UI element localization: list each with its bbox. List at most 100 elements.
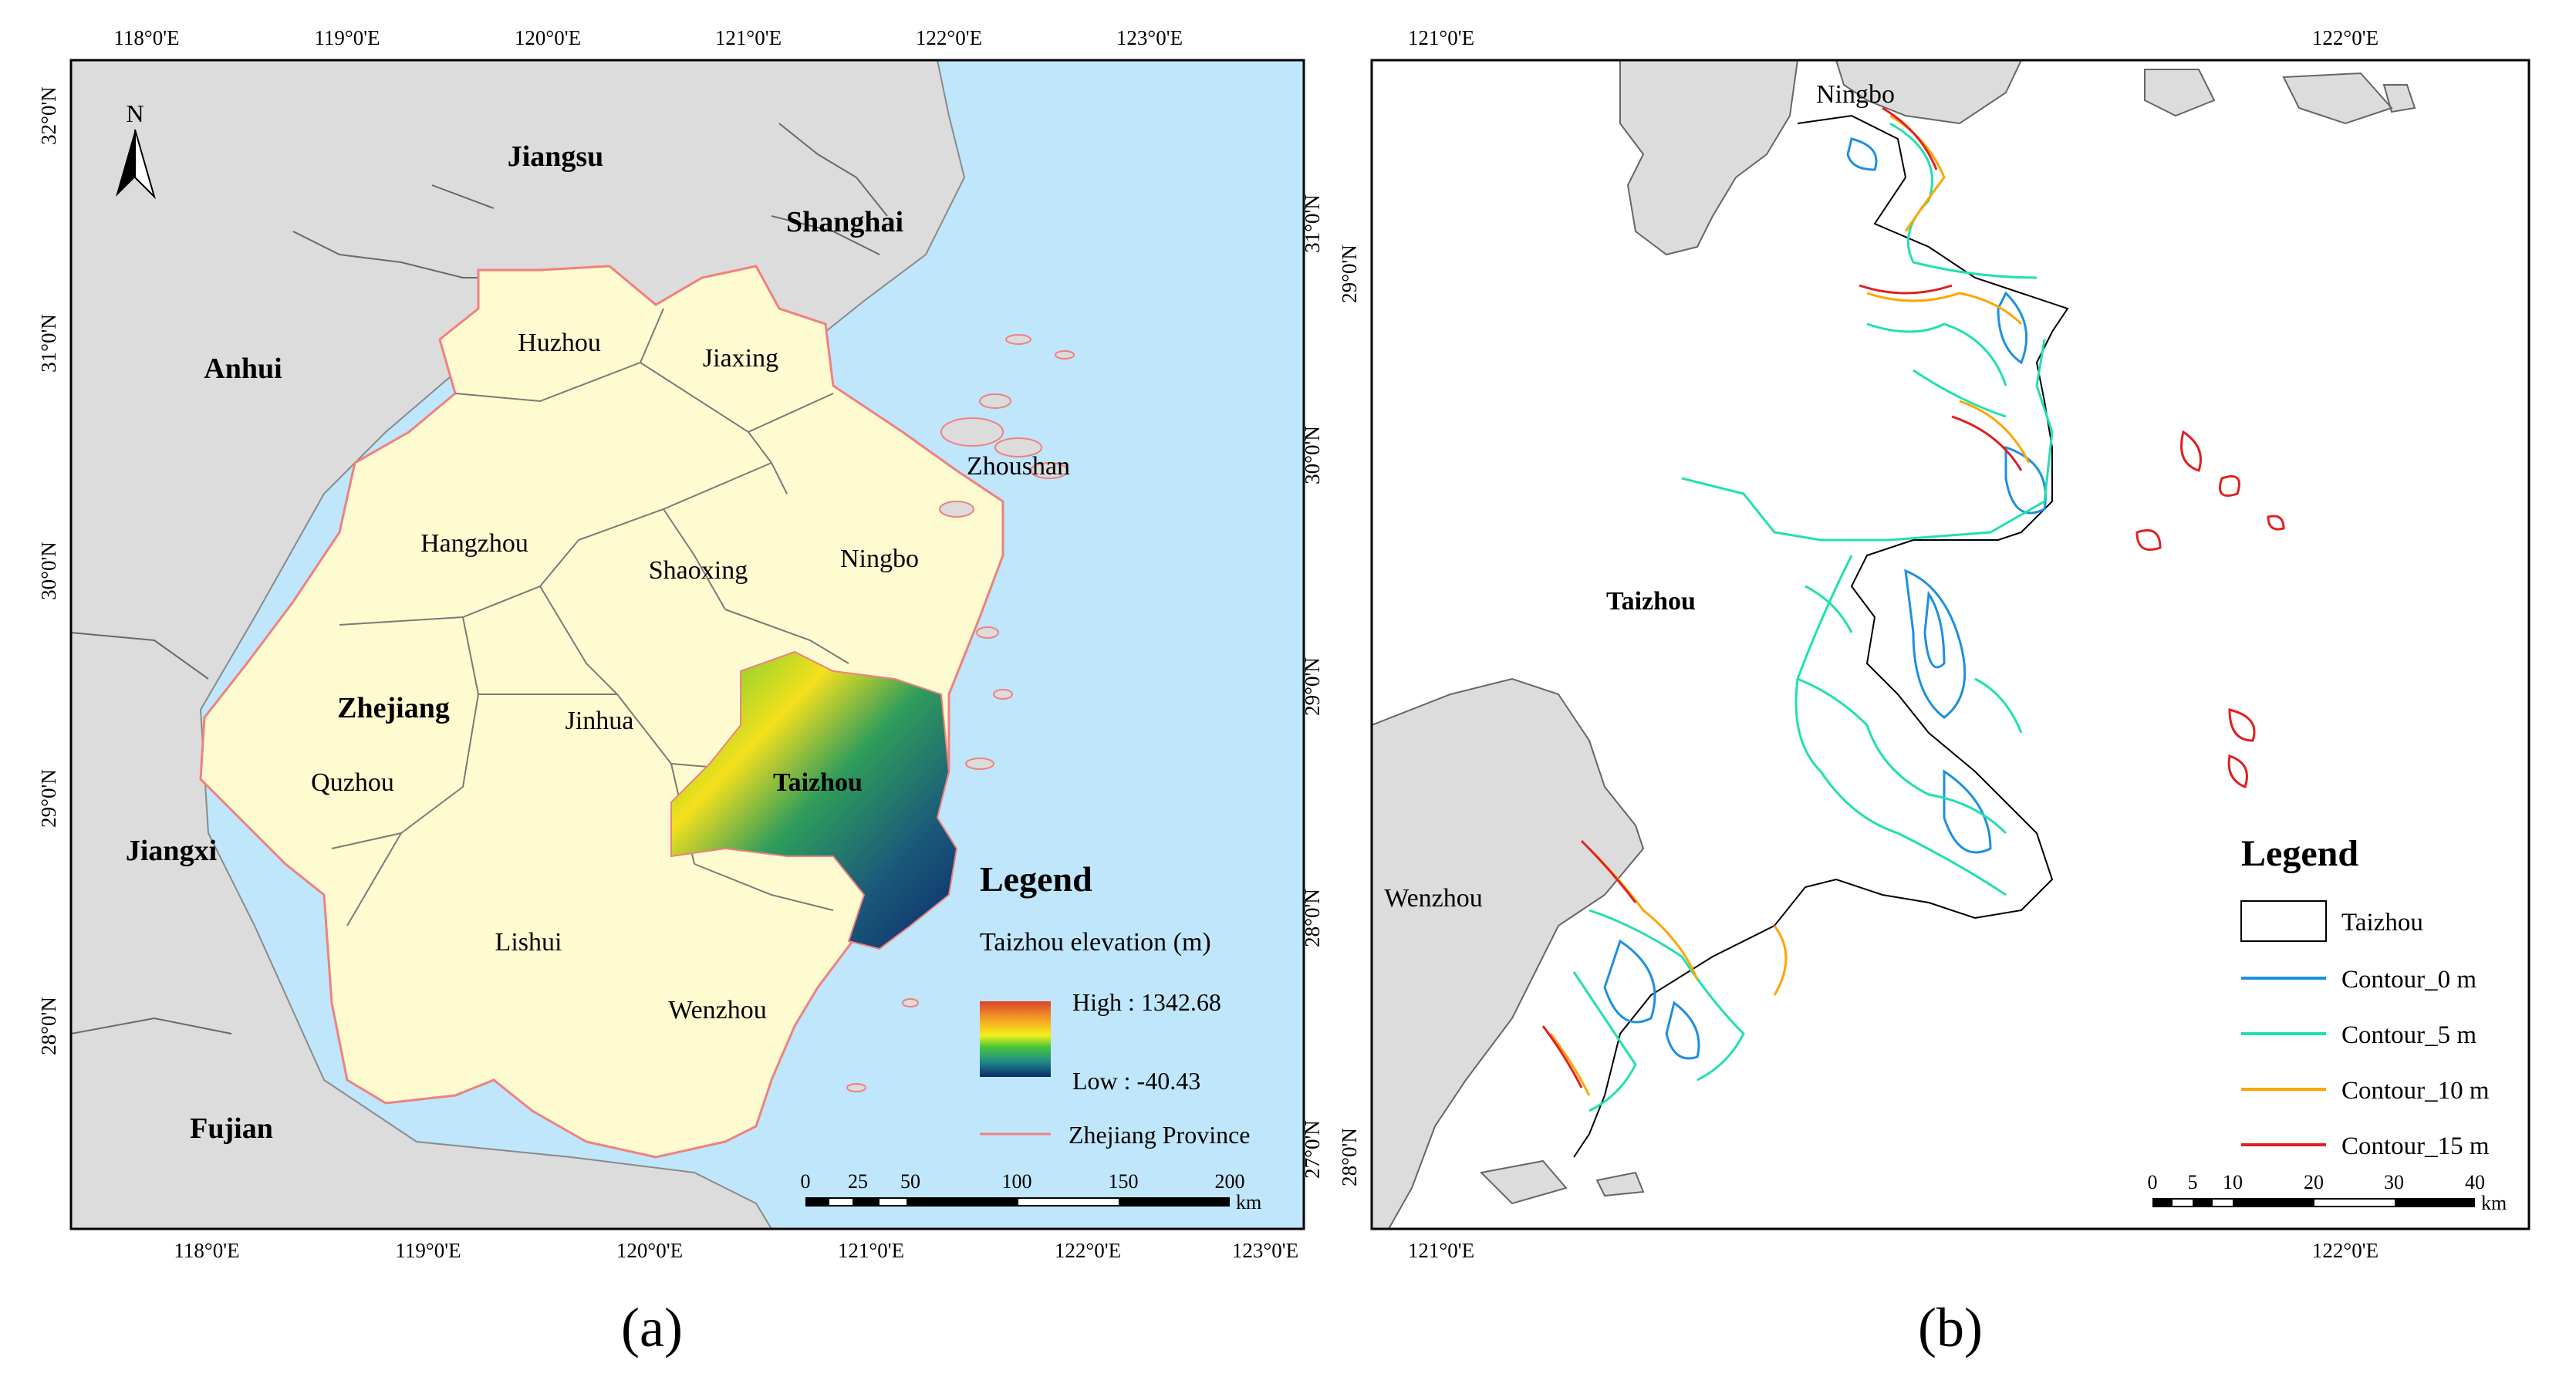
panel-b-city-labels: Ningbo Taizhou Wenzhou — [1384, 80, 1895, 913]
legend-item-label: Taizhou — [2341, 909, 2423, 937]
lat-label: 29°0'N — [1301, 657, 1324, 716]
province-label-anhui: Anhui — [204, 353, 282, 385]
province-label-shanghai: Shanghai — [786, 206, 903, 238]
scale-tick: 0 — [801, 1170, 811, 1193]
panel-a-left-lat: 32°0'N 31°0'N 30°0'N 29°0'N 28°0'N — [37, 86, 60, 1055]
panel-b-legend: Legend Taizhou Contour_0 m Contour_5 m C… — [2240, 833, 2490, 1160]
panel-b-top-lon: 121°0'E 122°0'E — [1408, 26, 2378, 49]
lon-label: 121°0'E — [715, 26, 782, 49]
legend-boundary: Zhejiang Province — [1069, 1121, 1250, 1149]
taizhou-elevation — [670, 650, 958, 950]
scale-unit: km — [1236, 1191, 1261, 1213]
lat-label: 27°0'N — [1301, 1120, 1324, 1179]
zhejiang-province — [199, 265, 1004, 1159]
city-label-taizhou: Taizhou — [1606, 587, 1696, 616]
panel-a-right-lat: 31°0'N 30°0'N 29°0'N 28°0'N 27°0'N — [1301, 194, 1324, 1179]
land-neighbours — [71, 60, 966, 1229]
contour-0m — [1603, 137, 2047, 1060]
scale-tick: 10 — [2223, 1171, 2243, 1193]
scale-tick: 0 — [2148, 1171, 2158, 1193]
legend-high: High : 1342.68 — [1072, 988, 1221, 1016]
province-label-jiangsu: Jiangsu — [508, 140, 604, 173]
legend-item-label: Contour_15 m — [2341, 1132, 2490, 1160]
lon-label: 123°0'E — [1232, 1239, 1298, 1262]
panel-b-frame — [1370, 59, 2530, 1230]
lat-label: 31°0'N — [37, 314, 60, 373]
city-label-jiaxing: Jiaxing — [703, 344, 778, 373]
land-ningbo — [1619, 60, 1799, 256]
lat-label: 28°0'N — [1301, 889, 1324, 947]
panel-a-frame — [69, 59, 1305, 1230]
scale-tick: 20 — [2304, 1171, 2324, 1193]
city-label-shaoxing: Shaoxing — [649, 556, 748, 585]
legend-item-label: Contour_0 m — [2341, 966, 2476, 994]
scale-tick: 50 — [900, 1170, 920, 1193]
lat-label: 29°0'N — [1338, 245, 1361, 303]
panel-b-scale-bar: 0 5 10 20 30 40 km — [2148, 1171, 2507, 1214]
lat-label: 29°0'N — [37, 769, 60, 828]
city-label-zhoushan: Zhoushan — [967, 452, 1070, 481]
scale-tick: 200 — [1215, 1170, 1245, 1193]
lon-label: 121°0'E — [1408, 26, 1474, 49]
scale-tick: 100 — [1002, 1170, 1032, 1193]
north-arrow-icon: N — [116, 100, 157, 200]
lat-label: 32°0'N — [37, 86, 60, 145]
lat-label: 28°0'N — [37, 997, 60, 1055]
panel-a-bottom-lon: 118°0'E 119°0'E 120°0'E 121°0'E 122°0'E … — [174, 1239, 1298, 1262]
islands — [846, 334, 1075, 1092]
legend-swatch-taizhou — [2240, 900, 2327, 942]
panel-a-legend: Legend Taizhou elevation (m) High : 1342… — [980, 859, 1250, 1149]
scale-tick: 30 — [2384, 1171, 2404, 1193]
scale-tick: 40 — [2465, 1171, 2485, 1193]
scale-tick: 5 — [2188, 1171, 2198, 1193]
lon-label: 122°0'E — [1055, 1239, 1121, 1262]
panel-a-scale-bar: 0 25 50 100 150 200 km — [801, 1170, 1262, 1213]
province-borders — [71, 123, 888, 1034]
panel-b-left-lat: 29°0'N 28°0'N — [1338, 245, 1361, 1186]
panel-b-bottom-lon: 121°0'E 122°0'E — [1408, 1239, 2378, 1262]
lon-label: 120°0'E — [616, 1239, 683, 1262]
province-labels: Jiangsu Shanghai Anhui Zhejiang Jiangxi … — [126, 140, 903, 1145]
city-label-hangzhou: Hangzhou — [420, 529, 528, 558]
lon-label: 118°0'E — [113, 26, 179, 49]
lon-label: 122°0'E — [916, 26, 982, 49]
lon-label: 123°0'E — [1116, 26, 1183, 49]
city-label-jinhua: Jinhua — [566, 707, 634, 735]
lon-label: 122°0'E — [2312, 26, 2378, 49]
province-label-jiangxi: Jiangxi — [126, 835, 217, 867]
province-label-zhejiang: Zhejiang — [337, 692, 450, 724]
land-islands-top — [1835, 60, 2416, 125]
province-label-fujian: Fujian — [190, 1112, 273, 1145]
lat-label: 30°0'N — [1301, 426, 1324, 484]
lat-label: 30°0'N — [37, 542, 60, 600]
scale-unit: km — [2481, 1192, 2507, 1214]
city-label-wenzhou: Wenzhou — [668, 996, 767, 1024]
city-label-quzhou: Quzhou — [311, 768, 394, 797]
panel-a-map: 118°0'E 119°0'E 120°0'E 121°0'E 122°0'E … — [37, 26, 1324, 1358]
lon-label: 119°0'E — [395, 1239, 461, 1262]
scale-tick: 150 — [1109, 1170, 1139, 1193]
legend-item-label: Contour_10 m — [2341, 1077, 2490, 1105]
legend-item-label: Contour_5 m — [2341, 1021, 2476, 1049]
legend-title: Legend — [980, 859, 1092, 899]
legend-subtitle: Taizhou elevation (m) — [980, 928, 1211, 957]
city-label-lishui: Lishui — [495, 928, 562, 957]
contour-15m — [1541, 106, 2285, 1088]
panel-a-top-lon: 118°0'E 119°0'E 120°0'E 121°0'E 122°0'E … — [113, 26, 1183, 49]
contour-5m — [1572, 122, 2054, 1112]
lat-label: 31°0'N — [1301, 194, 1324, 253]
city-labels: Huzhou Jiaxing Zhoushan Hangzhou Shaoxin… — [311, 329, 1070, 1024]
lon-label: 122°0'E — [2312, 1239, 2378, 1262]
city-label-wenzhou: Wenzhou — [1384, 884, 1483, 913]
land-islands-bottom — [1479, 1159, 1645, 1205]
panel-b-map: 121°0'E 122°0'E 121°0'E 122°0'E 29°0'N 2… — [1338, 26, 2530, 1358]
land-wenzhou — [1372, 677, 1645, 1229]
taizhou-outline — [1573, 114, 2069, 1158]
elevation-color-ramp — [980, 1001, 1051, 1077]
north-label: N — [126, 100, 143, 127]
panel-a-caption: (a) — [621, 1297, 683, 1358]
scale-tick: 25 — [848, 1170, 868, 1193]
city-label-ningbo: Ningbo — [1816, 80, 1895, 109]
lat-label: 28°0'N — [1338, 1128, 1361, 1186]
